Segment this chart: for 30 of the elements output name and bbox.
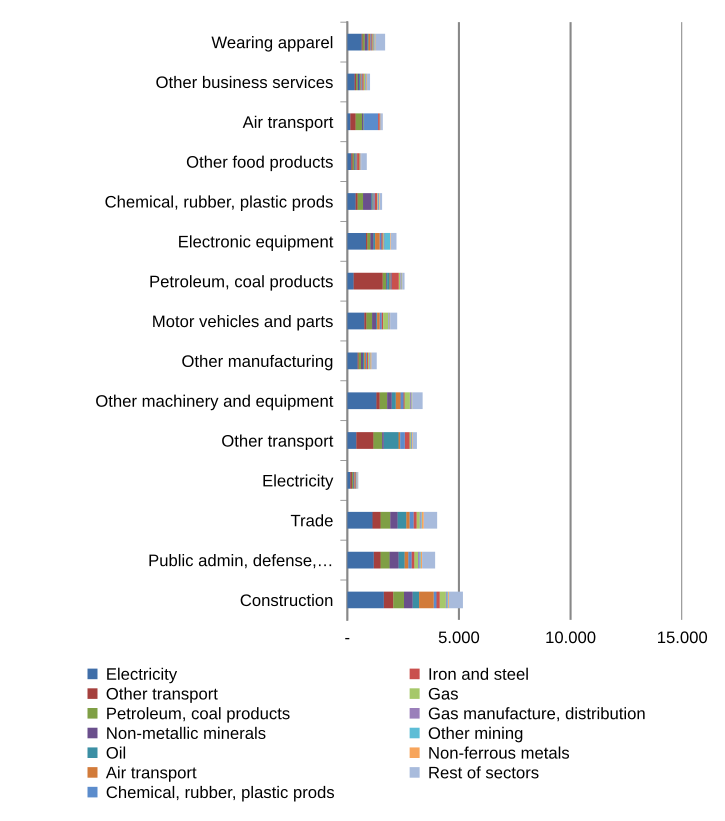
y-tick-label: Petroleum, coal products xyxy=(150,275,333,291)
y-tick-label: Other manufacturing xyxy=(182,354,332,370)
y-tick-label: Electricity xyxy=(263,474,334,490)
legend-label: Iron and steel xyxy=(430,668,528,680)
legend-label: Electricity xyxy=(107,668,178,684)
y-tick-label: Motor vehicles and parts xyxy=(153,314,333,331)
legend-label: Gas xyxy=(428,688,458,700)
legend-label: Oil xyxy=(106,746,126,759)
x-tick-label: 10.000 xyxy=(546,631,596,644)
y-tick-label: Wearing apparel xyxy=(211,36,332,52)
y-tick-label: Other machinery and equipment xyxy=(96,394,334,410)
y-tick-label: Electronic equipment xyxy=(179,235,334,251)
legend-label: Petroleum, coal products xyxy=(107,707,290,723)
y-tick-label: Other business services xyxy=(156,76,333,88)
y-tick-label: Trade xyxy=(290,514,333,526)
legend-label: Other mining xyxy=(428,726,522,742)
x-tick-label: 15.000 xyxy=(658,631,708,644)
legend-label: Rest of sectors xyxy=(429,766,539,778)
y-tick-label: Construction xyxy=(240,594,332,606)
legend-label: Non-ferrous metals xyxy=(429,746,570,759)
x-tick-label: 5.000 xyxy=(438,631,480,644)
y-tick-label: Other transport xyxy=(222,434,334,450)
legend-label: Gas manufacture, distribution xyxy=(428,707,645,722)
y-tick-label: Air transport xyxy=(242,116,334,132)
y-tick-label: Other food products xyxy=(186,156,333,172)
legend-label: Other transport xyxy=(106,687,218,703)
x-tick-label: - xyxy=(345,638,350,640)
legend-label: Non-metallic minerals xyxy=(107,726,266,740)
y-tick-label: Public admin, defense,… xyxy=(149,554,332,568)
y-tick-label: Chemical, rubber, plastic prods xyxy=(105,195,333,211)
